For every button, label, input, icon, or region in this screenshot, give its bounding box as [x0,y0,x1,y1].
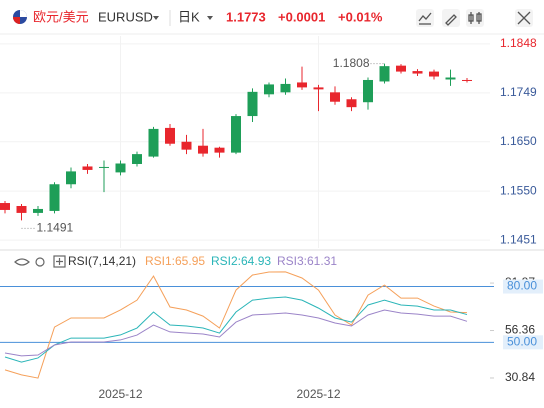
legend-entry: RSI3:61.31 [277,254,337,268]
candle-body [132,154,142,164]
candle-body [0,203,10,210]
rsi-title: RSI(7,14,21) [68,254,136,268]
candle-body [99,166,109,168]
draw-button[interactable] [442,9,460,27]
level-label: 50.00 [507,335,537,349]
candle-body [214,147,225,153]
high-label: 1.1808 [333,56,370,70]
indicator-button[interactable] [416,9,434,27]
candle-body [264,84,274,95]
candle-body [148,128,159,157]
level-tag [503,279,543,294]
candle-body [429,71,439,77]
fullscreen-button[interactable] [515,9,533,27]
candle-body [363,79,373,103]
candle-body [198,145,208,154]
candle-body [379,66,390,82]
compare-button[interactable] [466,9,484,27]
y-tick-label: 1.1749 [500,85,537,99]
legend-entry: RSI1:65.95 [145,254,205,268]
change-percent: +0.01% [338,9,383,24]
y-tick-label: 30.84 [505,370,535,384]
candle-body [247,91,258,117]
rsi-line [4,296,468,363]
x-tick-label: 2025-12 [296,387,340,401]
y-tick-label: 1.1848 [500,36,537,50]
candle-body [313,87,324,90]
candle-body [231,116,241,153]
legend-entry: RSI2:64.93 [211,254,271,268]
dropdown-arrow[interactable] [207,16,213,20]
pair-name[interactable]: 欧元/美元 [33,9,89,24]
settings-icon[interactable] [35,257,45,267]
candle-body [412,71,423,74]
candle-body [346,99,357,108]
period[interactable]: 日K [178,9,200,24]
candle-body [49,184,60,211]
candle-body [115,163,126,173]
add-indicator-icon[interactable] [53,255,66,268]
candle-body [16,205,27,213]
y-tick-label: 1.1650 [500,134,537,148]
candle-body [396,65,406,72]
candle-body [297,82,307,88]
last-price: 1.1773 [226,9,266,24]
level-label: 80.00 [507,279,537,293]
y-tick-label: 1.1550 [500,183,537,197]
low-label: 1.1491 [37,220,74,234]
flag-icon [13,10,27,24]
candle-body [280,83,291,93]
y-tick-label: 56.36 [505,323,535,337]
candle-body [462,79,472,81]
candle-body [33,208,43,213]
candle-body [82,166,93,170]
candle-body [66,171,76,185]
x-tick-label: 2025-12 [98,387,142,401]
visibility-icon[interactable] [14,258,30,266]
rsi-line [4,271,468,379]
dropdown-arrow[interactable] [153,16,159,20]
rsi-line [4,309,468,357]
level-tag [503,335,543,350]
candle-body [165,127,175,144]
candle-body [330,92,340,102]
symbol[interactable]: EURUSD [98,9,153,24]
candle-body [445,77,456,80]
y-tick-label: 1.1451 [500,232,537,246]
change: +0.0001 [278,9,325,24]
candle-body [181,141,192,150]
